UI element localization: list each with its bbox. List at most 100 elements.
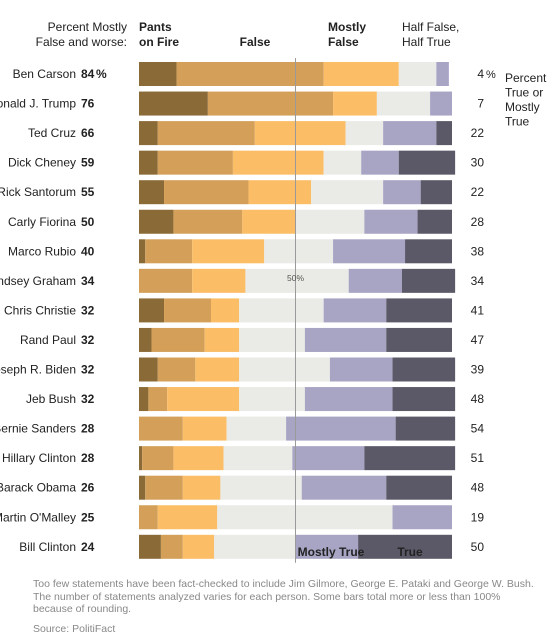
bar-segment-pants-on-fire [139, 475, 146, 500]
header-false: False [240, 35, 271, 49]
row-name-label: Bernie Sanders [0, 422, 76, 436]
bar-segment-true [386, 475, 452, 500]
row-name-label: Jeb Bush [26, 392, 76, 406]
bar-segment-true [386, 298, 452, 323]
true-or-mostly-true-value: 19 [471, 510, 485, 524]
bar-segment-half-true [223, 446, 293, 471]
header-pants-on-fire: Pants on Fire [139, 20, 179, 49]
false-and-worse-value: 26 [81, 481, 95, 495]
bar-segment-mostly-false [323, 62, 399, 86]
row-name-label: Martin O'Malley [0, 510, 76, 524]
bar-segment-false [157, 121, 255, 146]
bar-segment-mostly-false [333, 91, 377, 116]
false-and-worse-value: 84 [81, 67, 95, 81]
row-name-label: Barack Obama [0, 481, 76, 495]
row-name-label: Donald J. Trump [0, 97, 76, 111]
bar-segment-mostly-true [301, 475, 387, 500]
true-or-mostly-true-value: 48 [471, 481, 485, 495]
true-or-mostly-true-value: 51 [471, 451, 485, 465]
true-or-mostly-true-value: 47 [471, 333, 485, 347]
row-name-label: Rick Santorum [0, 185, 76, 199]
bar-segment-half-true [217, 505, 393, 530]
bar-segment-pants-on-fire [139, 534, 161, 559]
bar-row [139, 91, 452, 116]
bar-segment-false [164, 298, 211, 323]
bar-segment-half-true [323, 150, 362, 175]
bar-segment-half-true [398, 62, 437, 86]
true-or-mostly-true-value: 38 [471, 244, 485, 258]
bar-segment-pants-on-fire [139, 121, 158, 146]
true-or-mostly-true-value: 7 [477, 97, 484, 111]
bar-segment-mostly-false [248, 180, 312, 205]
bar-segment-pants-on-fire [139, 62, 177, 86]
bar-segment-false [139, 416, 183, 441]
bar-row [139, 475, 452, 500]
header-true-or-mostly-true-line: Mostly [505, 100, 540, 114]
bar-segment-mostly-false [182, 534, 215, 559]
bar-row [139, 239, 452, 264]
bar-segment-mostly-true [383, 180, 421, 205]
bar-segment-pants-on-fire [139, 150, 158, 175]
bar-segment-mostly-false [242, 209, 296, 234]
true-or-mostly-true-value: 41 [471, 303, 485, 317]
bar-segment-half-true [295, 209, 365, 234]
row-name-label: Lindsey Graham [0, 274, 76, 288]
bar-segment-true [401, 268, 456, 293]
bar-segment-pants-on-fire [139, 239, 146, 264]
row-name-label: Ben Carson [13, 67, 76, 81]
bottom-labels: Mostly True True [298, 545, 423, 559]
header-true-or-mostly-true-line: Percent [505, 71, 547, 85]
bar-segment-false [207, 91, 334, 116]
bar-segment-mostly-false [195, 357, 240, 382]
false-and-worse-value: 28 [81, 422, 95, 436]
bar-row [139, 209, 452, 234]
footnote: Too few statements have been fact-checke… [33, 578, 534, 615]
bar-row [139, 180, 452, 205]
bar-segment-half-true [245, 268, 349, 293]
bar-segment-half-true [226, 416, 287, 441]
true-or-mostly-true-value: 22 [471, 185, 485, 199]
false-and-worse-value: 40 [81, 244, 95, 258]
column-headers: Percent Mostly False and worse:Pants on Fi… [36, 20, 547, 129]
header-mostly-false: Mostly False [328, 20, 366, 49]
bar-segment-half-true [214, 534, 296, 559]
bar-segment-true [398, 150, 456, 175]
bar-segment-true [392, 387, 456, 412]
bar-segment-mostly-true [436, 62, 449, 86]
bar-segment-half-true [345, 121, 384, 146]
bar-segment-true [436, 121, 452, 146]
bar-segment-mostly-false [167, 387, 240, 412]
false-and-worse-value: 76 [81, 97, 95, 111]
bar-segment-mostly-false [182, 475, 221, 500]
bar-segment-mostly-true [348, 268, 402, 293]
bar-segment-false [176, 62, 324, 86]
bar-row [139, 62, 449, 86]
header-pants-on-fire-line: on Fire [139, 35, 179, 49]
bar-row [139, 387, 456, 412]
label-true: True [397, 545, 423, 559]
false-and-worse-value: 55 [81, 185, 95, 199]
bar-segment-false [145, 239, 193, 264]
false-and-worse-value: 50 [81, 215, 95, 229]
bar-segment-true [364, 446, 456, 471]
header-pants-on-fire-line: Pants [139, 20, 172, 34]
header-mostly-false-line: Mostly [328, 20, 366, 34]
true-or-mostly-true-value: 34 [471, 274, 485, 288]
bar-segment-mostly-true [295, 534, 359, 559]
bar-segment-mostly-true [392, 505, 452, 530]
row-name-label: Dick Cheney [8, 156, 76, 170]
bar-segment-mostly-false [157, 505, 218, 530]
header-half-true: Half False, Half True [402, 20, 459, 49]
false-and-worse-value: 28 [81, 451, 95, 465]
bar-row [139, 327, 452, 352]
bar-segment-true [420, 180, 452, 205]
bar-segment-pants-on-fire [139, 357, 158, 382]
bar-segment-true [405, 239, 452, 264]
bar-segment-mostly-false [173, 446, 224, 471]
true-or-mostly-true-value: 22 [471, 126, 485, 140]
header-half-true-line: Half True [402, 35, 451, 49]
bar-segment-pants-on-fire [139, 298, 165, 323]
false-and-worse-value: 32 [81, 333, 95, 347]
bar-segment-true [358, 534, 452, 559]
